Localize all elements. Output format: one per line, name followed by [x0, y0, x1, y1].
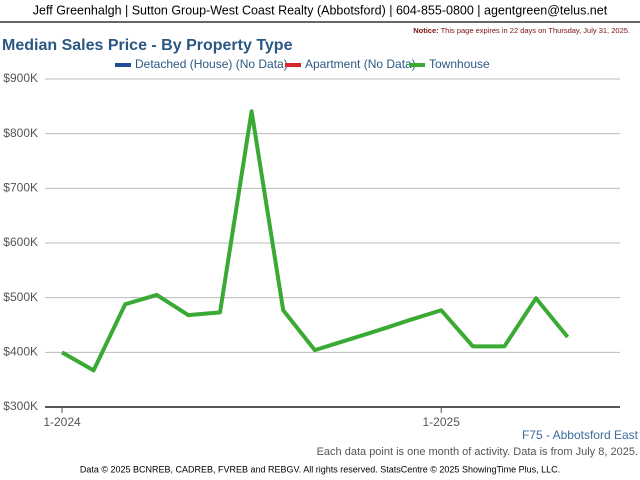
legend-label: Apartment (No Data)	[305, 57, 416, 71]
y-tick-label: $700K	[3, 181, 38, 195]
legend-item: Detached (House) (No Data)	[115, 57, 288, 71]
notice-label: Notice:	[413, 26, 438, 35]
x-tick-label: 1-2025	[423, 415, 461, 429]
legend-item: Townhouse	[409, 57, 490, 71]
y-tick-label: $600K	[3, 235, 38, 249]
series-line	[61, 109, 570, 373]
plot: $300K $400K $500K $600K $700K $800K $900K 1-202…	[3, 57, 620, 429]
notice: Notice: This page expires in 22 days on …	[413, 26, 630, 35]
notice-text: This page expires in 22 days on Thursday…	[441, 26, 630, 35]
y-tick-label: $800K	[3, 126, 38, 140]
legend-item: Apartment (No Data)	[285, 57, 416, 71]
y-tick-label: $400K	[3, 345, 38, 359]
y-tick-label: $500K	[3, 290, 38, 304]
header-title: Jeff Greenhalgh | Sutton Group-West Coas…	[33, 3, 608, 17]
y-tick-label: $300K	[3, 399, 38, 413]
legend-label: Townhouse	[429, 57, 490, 71]
y-tick-label: $900K	[3, 71, 38, 85]
area-label: F75 - Abbotsford East	[522, 428, 639, 442]
legend-label: Detached (House) (No Data)	[135, 57, 288, 71]
chart-title: Median Sales Price - By Property Type	[2, 37, 293, 54]
note: Each data point is one month of activity…	[317, 446, 638, 458]
footer: Data © 2025 BCNREB, CADREB, FVREB and RE…	[80, 464, 560, 474]
x-tick-label: 1-2024	[43, 415, 81, 429]
